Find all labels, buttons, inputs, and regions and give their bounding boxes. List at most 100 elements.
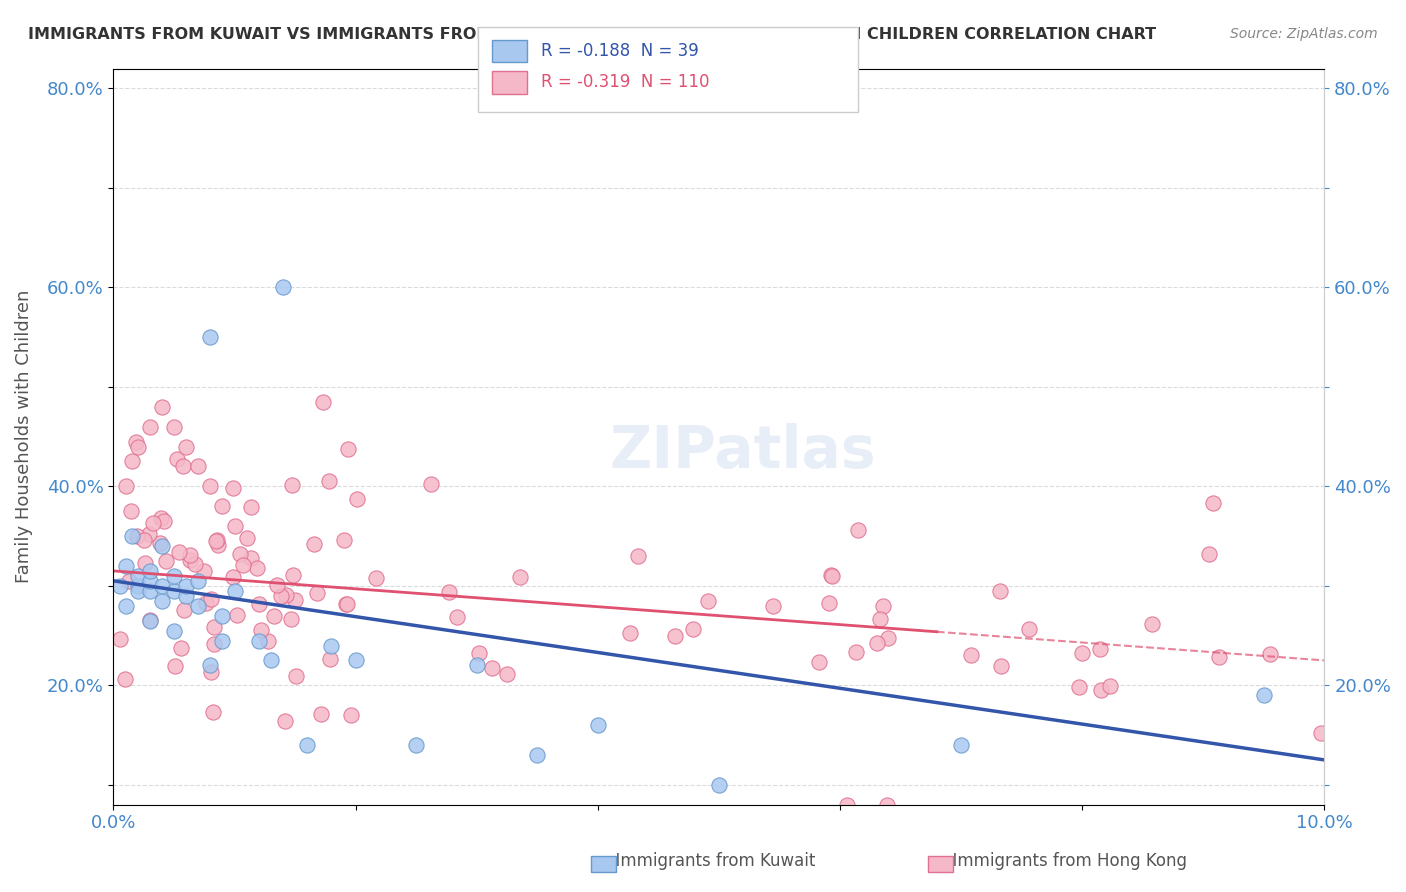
Point [1208,650,1230,665]
Point [988,583,1011,598]
Point [481,661,503,675]
Point [446,610,468,624]
Point [364,571,387,585]
Point [619,626,641,640]
Point [114,558,136,573]
Point [211,633,233,648]
Point [950,738,973,752]
Point [808,655,831,669]
Point [1099,679,1122,693]
Point [118,574,141,588]
Point [876,797,898,812]
Point [114,672,136,686]
Point [150,579,173,593]
Point [339,708,361,723]
Point [495,667,517,681]
Point [465,658,488,673]
Point [304,537,326,551]
Point [626,549,648,563]
Text: Immigrants from Hong Kong: Immigrants from Hong Kong [942,852,1187,870]
Point [179,548,201,562]
Point [179,552,201,566]
Point [174,440,197,454]
Point [235,531,257,545]
Point [336,597,359,611]
Point [297,738,319,752]
Point [1310,726,1333,740]
Point [682,622,704,636]
Point [221,570,243,584]
Point [138,527,160,541]
Point [139,564,162,578]
Text: ZIPatlas: ZIPatlas [610,423,876,480]
Point [163,624,186,638]
Point [1198,547,1220,561]
Point [149,510,172,524]
Point [200,665,222,680]
Point [163,659,186,673]
Point [150,539,173,553]
Point [170,641,193,656]
Point [125,529,148,543]
Point [134,557,156,571]
Point [1018,622,1040,636]
Point [335,597,357,611]
Point [307,585,329,599]
Point [256,634,278,648]
Point [232,558,254,572]
Point [346,492,368,507]
Point [1067,680,1090,694]
Point [127,579,149,593]
Point [224,519,246,533]
Point [872,599,894,613]
Point [132,533,155,548]
Point [222,481,245,495]
Point [127,569,149,583]
Point [1071,646,1094,660]
Point [820,568,842,582]
Point [200,479,222,493]
Point [274,714,297,728]
Point [250,623,273,637]
Point [166,452,188,467]
Point [142,516,165,530]
Point [169,544,191,558]
Point [509,570,531,584]
Point [125,435,148,450]
Point [174,589,197,603]
Point [247,633,270,648]
Text: IMMIGRANTS FROM KUWAIT VS IMMIGRANTS FROM HONG KONG FAMILY HOUSEHOLDS WITH CHILD: IMMIGRANTS FROM KUWAIT VS IMMIGRANTS FRO… [28,27,1156,42]
Point [240,500,263,514]
Point [1258,648,1281,662]
Point [204,620,226,634]
Point [468,646,491,660]
Point [271,280,294,294]
Point [866,636,889,650]
Point [247,597,270,611]
Text: Source: ZipAtlas.com: Source: ZipAtlas.com [1230,27,1378,41]
Point [229,547,252,561]
Point [281,568,304,582]
Point [120,504,142,518]
Point [333,533,356,548]
Point [202,637,225,651]
Point [266,577,288,591]
Point [959,648,981,662]
Point [139,583,162,598]
Point [200,591,222,606]
Text: Immigrants from Kuwait: Immigrants from Kuwait [605,852,815,870]
Point [818,596,841,610]
Point [284,592,307,607]
Point [187,459,209,474]
Point [194,596,217,610]
Point [173,603,195,617]
Point [336,442,359,456]
Point [205,533,228,547]
Point [163,583,186,598]
Point [837,797,859,812]
Point [139,613,162,627]
Point [260,653,283,667]
Point [207,538,229,552]
Point [280,477,302,491]
Point [1090,642,1112,657]
